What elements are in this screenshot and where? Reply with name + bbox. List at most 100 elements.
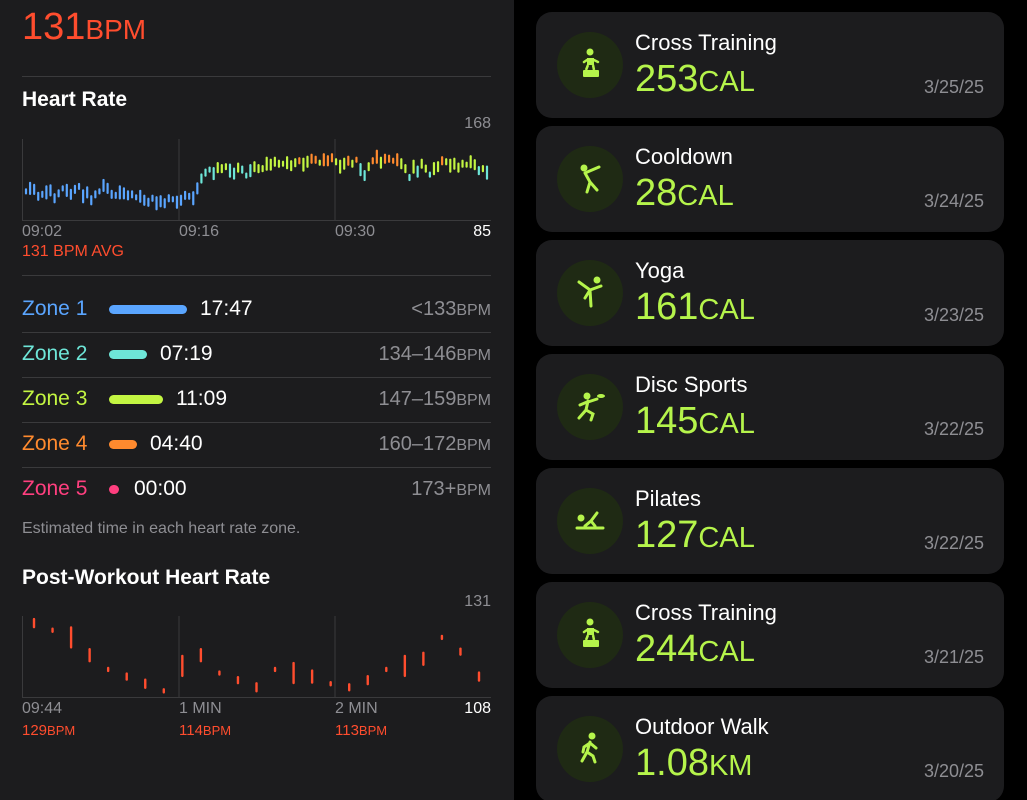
zone-range-value: 173+ bbox=[411, 478, 457, 500]
zone-time-bar bbox=[109, 350, 147, 359]
workout-value-unit: CAL bbox=[677, 180, 734, 212]
yoga-icon bbox=[557, 260, 623, 326]
zone-range: 173+BPM bbox=[411, 478, 491, 501]
zone-time: 00:00 bbox=[134, 477, 187, 500]
workout-value-number: 1.08 bbox=[635, 742, 709, 784]
zone-range-value: <133 bbox=[411, 298, 457, 320]
workout-value-unit: CAL bbox=[698, 66, 755, 98]
zone-range-unit: BPM bbox=[456, 347, 491, 364]
zone-time: 04:40 bbox=[150, 432, 203, 455]
workout-value-unit: CAL bbox=[698, 294, 755, 326]
workout-value-number: 244 bbox=[635, 628, 699, 670]
zone-time-bar bbox=[109, 395, 163, 404]
workout-value-number: 127 bbox=[635, 514, 699, 556]
zone-row: Zone 1 17:47 <133BPM bbox=[22, 287, 491, 332]
heart-rate-chart bbox=[22, 139, 491, 221]
workout-detail-panel: 131BPM Heart Rate 168 09:02 09:16 09:30 … bbox=[0, 0, 514, 800]
zone-range-unit: BPM bbox=[456, 482, 491, 499]
workout-card[interactable]: Disc Sports 145CAL 3/22/25 bbox=[536, 354, 1004, 460]
hr-y-max-label: 168 bbox=[464, 115, 491, 132]
workout-date: 3/24/25 bbox=[923, 191, 984, 211]
zone-range: <133BPM bbox=[411, 298, 491, 321]
pw-y-min-label: 108 bbox=[464, 700, 491, 717]
cooldown-icon bbox=[557, 146, 623, 212]
zone-time-bar bbox=[109, 440, 137, 449]
workout-value: 161CAL bbox=[635, 286, 755, 329]
heart-rate-title: Heart Rate bbox=[22, 88, 128, 111]
workout-card[interactable]: Pilates 127CAL 3/22/25 bbox=[536, 468, 1004, 574]
divider bbox=[22, 377, 491, 378]
workout-name: Pilates bbox=[635, 486, 702, 511]
workout-value-unit: CAL bbox=[698, 636, 755, 668]
zone-name: Zone 5 bbox=[22, 477, 88, 500]
workout-name: Cross Training bbox=[635, 600, 777, 625]
divider bbox=[22, 467, 491, 468]
zones-note: Estimated time in each heart rate zone. bbox=[22, 520, 301, 537]
workout-card[interactable]: Yoga 161CAL 3/23/25 bbox=[536, 240, 1004, 346]
workout-value: 253CAL bbox=[635, 58, 755, 101]
workout-value-number: 253 bbox=[635, 58, 699, 100]
zone-range: 160–172BPM bbox=[378, 433, 491, 456]
post-workout-title: Post-Workout Heart Rate bbox=[22, 566, 271, 589]
workout-value-number: 28 bbox=[635, 172, 678, 214]
workout-value: 244CAL bbox=[635, 628, 755, 671]
workout-date: 3/25/25 bbox=[923, 77, 984, 97]
pw-reading-value: 113 bbox=[335, 722, 359, 739]
workout-value: 127CAL bbox=[635, 514, 755, 557]
hr-x-label-1: 09:16 bbox=[179, 223, 220, 240]
current-heart-rate-unit: BPM bbox=[85, 14, 147, 45]
zone-row: Zone 4 04:40 160–172BPM bbox=[22, 422, 491, 467]
workout-name: Yoga bbox=[635, 258, 685, 283]
zone-time: 17:47 bbox=[200, 297, 253, 320]
pw-x-label-1: 1 MIN bbox=[179, 700, 222, 717]
zone-time: 07:19 bbox=[160, 342, 213, 365]
workout-card[interactable]: Cross Training 244CAL 3/21/25 bbox=[536, 582, 1004, 688]
zone-range: 147–159BPM bbox=[378, 388, 491, 411]
cross-training-icon bbox=[557, 602, 623, 668]
workout-value-number: 145 bbox=[635, 400, 699, 442]
divider bbox=[22, 422, 491, 423]
zone-row: Zone 5 00:00 173+BPM bbox=[22, 467, 491, 512]
workout-card[interactable]: Cooldown 28CAL 3/24/25 bbox=[536, 126, 1004, 232]
hr-average: 131 BPM AVG bbox=[22, 243, 124, 260]
outdoor-walk-icon bbox=[557, 716, 623, 782]
divider bbox=[22, 76, 491, 77]
workout-name: Cooldown bbox=[635, 144, 733, 169]
zone-time-bar bbox=[109, 485, 119, 494]
workout-value-unit: KM bbox=[708, 750, 753, 782]
divider bbox=[22, 332, 491, 333]
zone-range-value: 134–146 bbox=[378, 343, 457, 365]
zone-name: Zone 1 bbox=[22, 297, 88, 320]
pw-reading-unit: BPM bbox=[202, 723, 232, 738]
zone-range-value: 160–172 bbox=[378, 433, 457, 455]
pw-reading-value: 114 bbox=[179, 722, 203, 739]
current-heart-rate: 131BPM bbox=[22, 6, 146, 49]
workout-name: Disc Sports bbox=[635, 372, 748, 397]
workout-list: Cross Training 253CAL 3/25/25 Cooldown 28CAL… bbox=[514, 0, 1027, 800]
divider bbox=[22, 275, 491, 276]
workout-value: 145CAL bbox=[635, 400, 755, 443]
pw-reading-1: 114BPM bbox=[179, 722, 231, 739]
pilates-icon bbox=[557, 488, 623, 554]
workout-value: 28CAL bbox=[635, 172, 734, 215]
workout-name: Cross Training bbox=[635, 30, 777, 55]
pw-reading-unit: BPM bbox=[47, 723, 76, 738]
zone-name: Zone 2 bbox=[22, 342, 88, 365]
zone-time-bar bbox=[109, 305, 187, 314]
post-workout-chart bbox=[22, 616, 491, 698]
zone-range-value: 147–159 bbox=[378, 388, 457, 410]
pw-reading-value: 129 bbox=[22, 722, 48, 739]
workout-date: 3/22/25 bbox=[923, 533, 984, 553]
pw-x-label-0: 09:44 bbox=[22, 700, 63, 717]
workout-name: Outdoor Walk bbox=[635, 714, 769, 739]
zone-name: Zone 4 bbox=[22, 432, 88, 455]
workout-value-unit: CAL bbox=[698, 522, 755, 554]
hr-x-label-2: 09:30 bbox=[335, 223, 376, 240]
hr-y-min-label: 85 bbox=[473, 223, 491, 240]
pw-x-label-2: 2 MIN bbox=[335, 700, 378, 717]
workout-card[interactable]: Outdoor Walk 1.08KM 3/20/25 bbox=[536, 696, 1004, 800]
cross-training-icon bbox=[557, 32, 623, 98]
workout-card[interactable]: Cross Training 253CAL 3/25/25 bbox=[536, 12, 1004, 118]
zone-row: Zone 3 11:09 147–159BPM bbox=[22, 377, 491, 422]
workout-value-number: 161 bbox=[635, 286, 699, 328]
